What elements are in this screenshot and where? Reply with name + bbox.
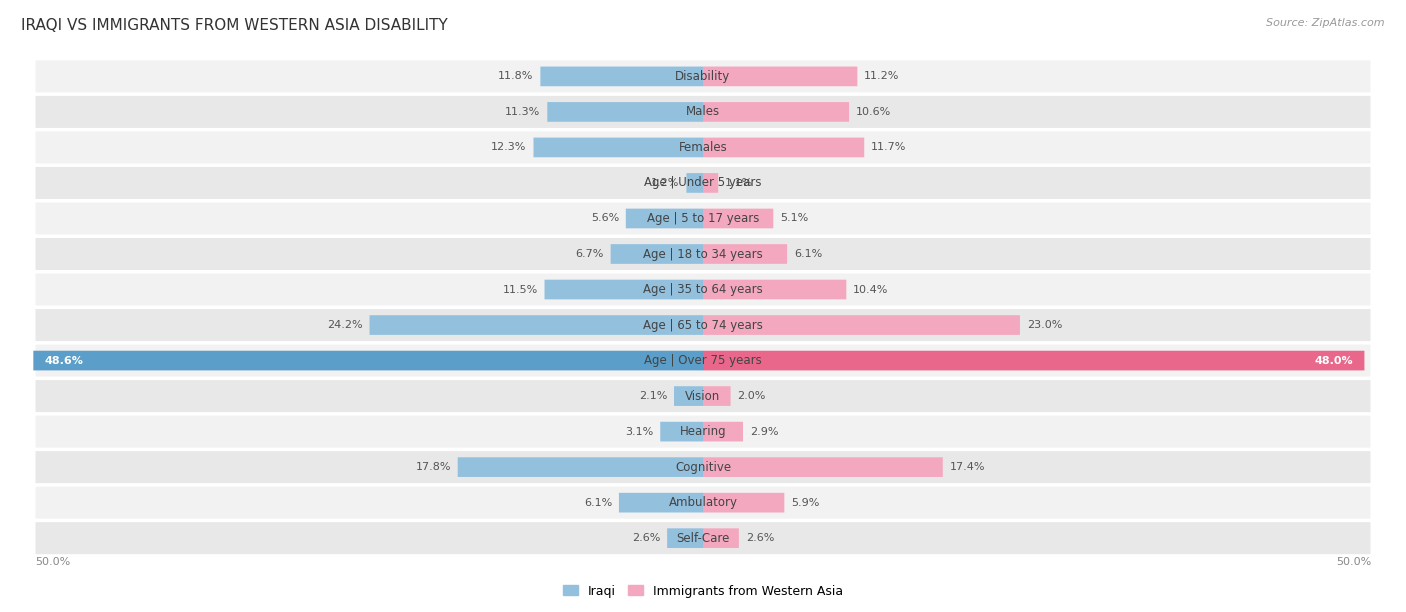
FancyBboxPatch shape (661, 422, 703, 441)
Text: 17.8%: 17.8% (415, 462, 451, 472)
Text: Age | 35 to 64 years: Age | 35 to 64 years (643, 283, 763, 296)
Text: 5.1%: 5.1% (780, 214, 808, 223)
Text: Age | 5 to 17 years: Age | 5 to 17 years (647, 212, 759, 225)
FancyBboxPatch shape (703, 315, 1019, 335)
Text: 2.6%: 2.6% (631, 533, 661, 543)
Text: 11.5%: 11.5% (502, 285, 537, 294)
Text: Cognitive: Cognitive (675, 461, 731, 474)
FancyBboxPatch shape (35, 130, 1371, 165)
FancyBboxPatch shape (686, 173, 703, 193)
Text: 12.3%: 12.3% (491, 143, 527, 152)
Text: 2.0%: 2.0% (738, 391, 766, 401)
FancyBboxPatch shape (673, 386, 703, 406)
Legend: Iraqi, Immigrants from Western Asia: Iraqi, Immigrants from Western Asia (558, 580, 848, 602)
Text: 5.9%: 5.9% (792, 498, 820, 507)
Text: IRAQI VS IMMIGRANTS FROM WESTERN ASIA DISABILITY: IRAQI VS IMMIGRANTS FROM WESTERN ASIA DI… (21, 18, 449, 34)
FancyBboxPatch shape (35, 414, 1371, 449)
FancyBboxPatch shape (703, 244, 787, 264)
Text: Males: Males (686, 105, 720, 118)
Text: Self-Care: Self-Care (676, 532, 730, 545)
FancyBboxPatch shape (540, 67, 703, 86)
FancyBboxPatch shape (35, 201, 1371, 236)
Text: Age | 18 to 34 years: Age | 18 to 34 years (643, 247, 763, 261)
FancyBboxPatch shape (35, 59, 1371, 94)
FancyBboxPatch shape (547, 102, 703, 122)
FancyBboxPatch shape (35, 272, 1371, 307)
Text: Females: Females (679, 141, 727, 154)
FancyBboxPatch shape (35, 343, 1371, 378)
FancyBboxPatch shape (35, 485, 1371, 520)
Text: 23.0%: 23.0% (1026, 320, 1062, 330)
Text: Age | Over 75 years: Age | Over 75 years (644, 354, 762, 367)
Text: Age | 65 to 74 years: Age | 65 to 74 years (643, 318, 763, 332)
Text: 24.2%: 24.2% (328, 320, 363, 330)
Text: 48.6%: 48.6% (45, 356, 83, 365)
Text: Hearing: Hearing (679, 425, 727, 438)
FancyBboxPatch shape (458, 457, 703, 477)
FancyBboxPatch shape (703, 351, 1364, 370)
FancyBboxPatch shape (703, 457, 943, 477)
Text: 3.1%: 3.1% (626, 427, 654, 436)
FancyBboxPatch shape (35, 237, 1371, 271)
Text: Vision: Vision (685, 390, 721, 403)
FancyBboxPatch shape (35, 521, 1371, 555)
Text: 48.0%: 48.0% (1315, 356, 1354, 365)
Text: 6.7%: 6.7% (575, 249, 603, 259)
Text: 6.1%: 6.1% (583, 498, 612, 507)
FancyBboxPatch shape (370, 315, 703, 335)
Text: 6.1%: 6.1% (794, 249, 823, 259)
Text: Ambulatory: Ambulatory (668, 496, 738, 509)
Text: 17.4%: 17.4% (949, 462, 986, 472)
Text: 1.1%: 1.1% (725, 178, 754, 188)
Text: 5.6%: 5.6% (591, 214, 619, 223)
FancyBboxPatch shape (703, 102, 849, 122)
Text: Age | Under 5 years: Age | Under 5 years (644, 176, 762, 190)
FancyBboxPatch shape (610, 244, 703, 264)
FancyBboxPatch shape (619, 493, 703, 512)
FancyBboxPatch shape (34, 351, 703, 370)
FancyBboxPatch shape (626, 209, 703, 228)
Text: 50.0%: 50.0% (35, 558, 70, 567)
Text: Disability: Disability (675, 70, 731, 83)
FancyBboxPatch shape (703, 67, 858, 86)
Text: 10.4%: 10.4% (853, 285, 889, 294)
FancyBboxPatch shape (35, 166, 1371, 200)
FancyBboxPatch shape (35, 308, 1371, 342)
FancyBboxPatch shape (703, 173, 718, 193)
FancyBboxPatch shape (703, 493, 785, 512)
FancyBboxPatch shape (703, 386, 731, 406)
Text: 11.3%: 11.3% (505, 107, 540, 117)
FancyBboxPatch shape (35, 95, 1371, 129)
FancyBboxPatch shape (703, 280, 846, 299)
Text: 2.9%: 2.9% (749, 427, 779, 436)
FancyBboxPatch shape (668, 528, 703, 548)
Text: 50.0%: 50.0% (1336, 558, 1371, 567)
FancyBboxPatch shape (703, 209, 773, 228)
Text: 2.1%: 2.1% (638, 391, 668, 401)
FancyBboxPatch shape (35, 379, 1371, 413)
Text: Source: ZipAtlas.com: Source: ZipAtlas.com (1267, 18, 1385, 28)
FancyBboxPatch shape (35, 450, 1371, 484)
Text: 11.2%: 11.2% (865, 72, 900, 81)
FancyBboxPatch shape (544, 280, 703, 299)
Text: 11.7%: 11.7% (872, 143, 907, 152)
FancyBboxPatch shape (703, 138, 865, 157)
FancyBboxPatch shape (533, 138, 703, 157)
Text: 1.2%: 1.2% (651, 178, 679, 188)
Text: 11.8%: 11.8% (498, 72, 533, 81)
FancyBboxPatch shape (703, 422, 742, 441)
Text: 2.6%: 2.6% (745, 533, 775, 543)
Text: 10.6%: 10.6% (856, 107, 891, 117)
FancyBboxPatch shape (703, 528, 738, 548)
